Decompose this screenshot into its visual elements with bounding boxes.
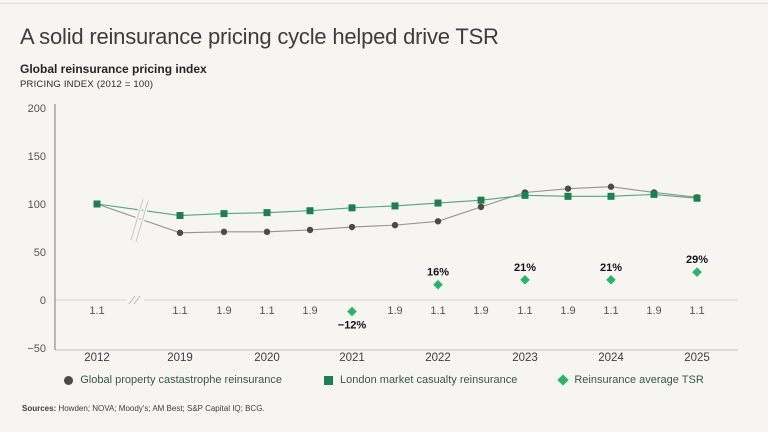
- catastrophe-data-point: [176, 229, 184, 236]
- renewal-tick-label: 1.9: [216, 305, 231, 317]
- chart-legend: Global property castastrophe reinsurance…: [0, 374, 768, 386]
- catastrophe-data-point: [306, 226, 314, 234]
- legend-label: Global property castastrophe reinsurance: [80, 374, 283, 386]
- renewal-tick-label: 1.9: [473, 305, 488, 317]
- year-label: 2025: [684, 352, 710, 364]
- casualty-data-point: [93, 200, 101, 208]
- casualty-data-point: [220, 210, 228, 218]
- casualty-data-point: [176, 212, 184, 220]
- catastrophe-data-point: [348, 223, 356, 231]
- y-tick-label: −50: [27, 343, 46, 355]
- renewal-tick-label: 1.1: [430, 305, 445, 317]
- year-label: 2024: [598, 352, 624, 364]
- catastrophe-data-point: [391, 221, 399, 229]
- legend-label: Reinsurance average TSR: [574, 374, 704, 386]
- renewal-tick-label: 1.9: [560, 305, 575, 317]
- casualty-data-point: [434, 199, 442, 207]
- year-label: 2023: [512, 352, 538, 364]
- catastrophe-data-point: [220, 228, 228, 236]
- catastrophe-data-point: [434, 218, 442, 225]
- chart-title: Global reinsurance pricing index: [20, 62, 207, 76]
- tsr-diamond: [520, 275, 530, 285]
- casualty-data-point: [607, 192, 615, 200]
- y-tick-label: 100: [28, 199, 46, 211]
- casualty-data-point: [477, 196, 485, 204]
- line-break-icon: [130, 198, 144, 241]
- casualty-data-point: [650, 190, 658, 198]
- casualty-data-point: [693, 194, 701, 202]
- year-label: 2021: [339, 352, 365, 364]
- legend-label: London market casualty reinsurance: [340, 374, 518, 386]
- diamond-marker-icon: [557, 374, 570, 386]
- casualty-data-point: [348, 204, 356, 212]
- legend-item-tsr: Reinsurance average TSR: [557, 374, 704, 386]
- line-break-icon: [135, 200, 149, 243]
- casualty-data-point: [306, 207, 314, 215]
- tsr-diamond: [692, 267, 702, 277]
- tsr-value-label: 21%: [600, 262, 622, 274]
- renewal-tick-label: 1.1: [89, 305, 104, 317]
- series-line: [96, 186, 698, 234]
- square-marker-icon: [324, 375, 334, 385]
- year-label: 2019: [167, 352, 193, 364]
- y-tick-label: 0: [40, 295, 46, 307]
- year-label: 2020: [254, 352, 280, 364]
- casualty-data-point: [564, 192, 572, 200]
- sources-note: Sources: Howden; NOVA; Moody's; AM Best;…: [22, 404, 265, 413]
- casualty-data-point: [391, 202, 399, 210]
- catastrophe-data-point: [564, 185, 572, 192]
- year-label: 2022: [425, 352, 451, 364]
- renewal-tick-label: 1.9: [302, 305, 317, 317]
- renewal-tick-label: 1.1: [603, 305, 618, 317]
- renewal-tick-label: 1.1: [689, 305, 704, 317]
- catastrophe-data-point: [263, 228, 271, 236]
- year-label: 2012: [84, 352, 110, 364]
- sources-text: Howden; NOVA; Moody's; AM Best; S&P Capi…: [56, 404, 265, 413]
- casualty-data-point: [263, 209, 271, 217]
- sources-label: Sources:: [22, 404, 57, 413]
- renewal-tick-label: 1.1: [172, 305, 187, 317]
- legend-item-property-catastrophe: Global property castastrophe reinsurance: [64, 374, 282, 386]
- series-line: [96, 193, 698, 217]
- axis-break-icon: [133, 295, 141, 305]
- casualty-data-point: [521, 191, 529, 199]
- tsr-value-label: 21%: [514, 262, 536, 274]
- top-divider: [0, 3, 768, 4]
- renewal-tick-label: 1.1: [517, 305, 532, 317]
- renewal-tick-label: 1.1: [259, 305, 274, 317]
- catastrophe-data-point: [477, 203, 485, 211]
- catastrophe-data-point: [607, 183, 615, 190]
- tsr-diamond: [606, 275, 616, 285]
- tsr-diamond: [433, 279, 443, 290]
- circle-marker-icon: [64, 375, 74, 385]
- axis-break-icon: [128, 295, 136, 305]
- tsr-diamond: [347, 306, 357, 317]
- tsr-value-label: −12%: [338, 320, 367, 332]
- slide-title: A solid reinsurance pricing cycle helped…: [20, 24, 499, 49]
- y-tick-label: 150: [28, 151, 46, 163]
- y-tick-label: 200: [28, 103, 46, 115]
- renewal-tick-label: 1.9: [387, 305, 402, 317]
- tsr-value-label: 29%: [686, 254, 708, 266]
- renewal-tick-label: 1.9: [646, 305, 661, 317]
- y-tick-label: 50: [34, 247, 46, 259]
- legend-item-casualty: London market casualty reinsurance: [324, 374, 517, 386]
- tsr-value-label: 16%: [427, 267, 449, 279]
- y-axis-unit-label: PRICING INDEX (2012 = 100): [20, 79, 154, 90]
